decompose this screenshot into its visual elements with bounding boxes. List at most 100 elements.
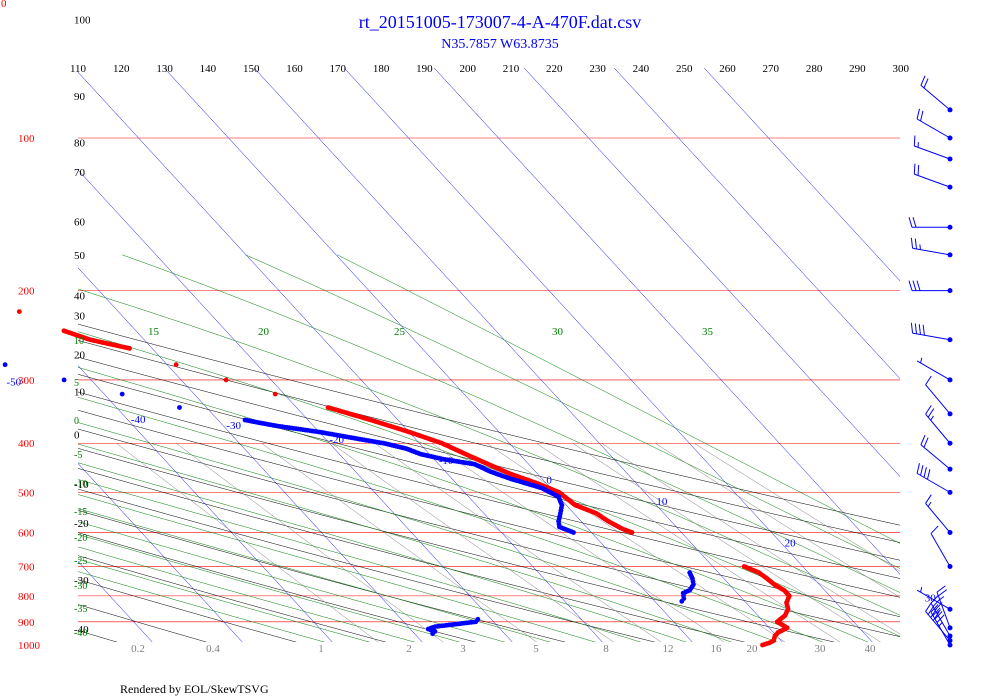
wind-barb-full (932, 598, 941, 607)
theta-left-label: -10 (74, 479, 89, 491)
moist-adiabat (78, 288, 900, 616)
theta-left-label: 30 (74, 310, 86, 322)
theta-top-label: 200 (459, 63, 476, 75)
mixing-ratio-label: 30 (815, 643, 827, 655)
wind-barb-full (912, 217, 917, 228)
theta-top-label: 110 (70, 63, 87, 75)
wind-barb (916, 587, 953, 612)
theta-left-label: 40 (74, 290, 86, 302)
dry-adiabat (78, 604, 208, 642)
wind-barb (920, 75, 953, 113)
moist-left-label: -40 (74, 628, 87, 639)
moist-adiabat (122, 254, 900, 593)
moist-adiabat (78, 508, 551, 642)
dewpoint-point (687, 570, 693, 576)
theta-top-label: 180 (373, 63, 390, 75)
mixing-ratio-label: 12 (663, 643, 674, 655)
isotherm-line (613, 68, 900, 380)
isotherm-label: -30 (226, 420, 241, 432)
dry-adiabat (78, 391, 900, 598)
moist-adiabat-label: 35 (702, 326, 714, 338)
moist-left-label: -5 (74, 450, 82, 461)
wind-barb-full (927, 408, 935, 418)
wind-barb-full (913, 135, 916, 147)
wind-barb-full (920, 434, 926, 445)
isotherm-line (523, 68, 900, 477)
isotherm-label: -50 (6, 377, 21, 389)
wind-barb-half (930, 415, 935, 421)
pressure-tick-label: 400 (18, 438, 35, 450)
moist-adiabat-label: 15 (148, 326, 160, 338)
wind-barb-full (936, 585, 946, 593)
dry-adiabat (78, 448, 835, 642)
wind-barb-staff (925, 384, 951, 415)
mixing-ratio-line (116, 443, 379, 642)
temperature-point (325, 405, 331, 410)
wind-barb-full (938, 589, 948, 597)
wind-barb-staff (920, 444, 951, 470)
moist-left-label: 5 (74, 378, 79, 389)
wind-barb-full (930, 604, 939, 613)
moist-adiabat-label: 30 (552, 326, 564, 338)
mixing-ratio-label: 5 (533, 643, 539, 655)
wind-barb (908, 217, 953, 230)
theta-top-label: 140 (200, 63, 217, 75)
isotherm-label: -20 (329, 434, 344, 446)
moist-adiabat (78, 331, 900, 637)
wind-barb-full (913, 163, 916, 175)
isotherm-line (343, 68, 873, 642)
dry-adiabat (78, 630, 118, 642)
isotherm-label: 10 (656, 496, 668, 508)
pressure-tick-label: 800 (18, 591, 35, 603)
wind-barb (920, 434, 953, 472)
label-layer: 110 120 130 140 150 160 170 180 190 200 210 220 230 2… (6, 15, 936, 655)
mixing-ratio-label: 40 (865, 643, 877, 655)
theta-top-label: 230 (589, 63, 606, 75)
dewpoint-point (61, 377, 67, 383)
wind-barb (916, 108, 953, 141)
theta-top-label: 290 (849, 63, 866, 75)
data-layer (2, 309, 792, 648)
dry-adiabat (0, 58, 40, 646)
mixing-ratio-line (431, 442, 725, 642)
wind-barb-full (930, 525, 939, 534)
theta-top-label: 240 (633, 63, 650, 75)
isotherm-line (78, 169, 513, 642)
wind-barb-full (925, 405, 932, 415)
wind-barb-half (936, 609, 941, 614)
moist-adiabat (78, 559, 371, 642)
theta-top-label: 130 (156, 63, 173, 75)
wind-barb (910, 237, 953, 258)
theta-left-label: -20 (74, 518, 89, 530)
dewpoint-point (177, 405, 182, 410)
isotherm-line (78, 365, 333, 642)
wind-barb (925, 494, 953, 536)
wind-barb-staff (914, 145, 951, 160)
wind-barb-staff (916, 589, 951, 610)
theta-top-label: 220 (546, 63, 563, 75)
theta-left-label: -40 (74, 624, 89, 636)
wind-barb-full (908, 280, 913, 291)
dry-adiabat (78, 356, 900, 561)
isotherm-label: -40 (131, 414, 146, 426)
moist-adiabat (78, 534, 461, 642)
isotherm-line (78, 267, 423, 642)
wind-barb (910, 322, 953, 343)
wind-barb-staff (930, 602, 951, 637)
wind-barb-staff (916, 472, 951, 493)
theta-left-label: 80 (74, 138, 86, 150)
dewpoint-point (2, 362, 8, 368)
wind-barb-full (917, 165, 920, 176)
mixing-ratio-label: 16 (711, 643, 723, 655)
moist-adiabat (337, 254, 900, 544)
wind-barb-staff (916, 118, 951, 139)
moist-adiabat (245, 254, 900, 569)
temperature-point (61, 328, 67, 334)
mixing-ratio-label: 3 (460, 643, 466, 655)
chart-title: rt_20151005-173007-4-A-470F.dat.csv (359, 12, 642, 32)
dry-adiabat (78, 374, 900, 579)
theta-left-label: 0 (74, 429, 80, 441)
moist-adiabat (78, 367, 869, 642)
theta-top-label: 170 (330, 63, 347, 75)
mixing-ratio-label: 1 (318, 643, 324, 655)
